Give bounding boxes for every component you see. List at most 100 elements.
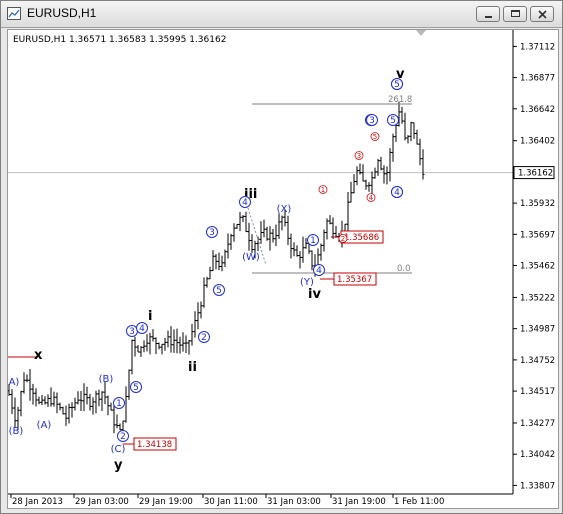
y-tick-label: 1.35932 — [520, 199, 555, 209]
wave-circle — [307, 234, 319, 246]
wave-circle — [130, 381, 142, 393]
blue-wave-label: 4 — [394, 188, 400, 198]
blue-wave-label: 5 — [394, 80, 400, 90]
chart-canvas[interactable]: EURUSD,H1 1.36571 1.36583 1.35995 1.3616… — [5, 30, 558, 508]
blue-wave-label: 2 — [201, 333, 207, 343]
wave-labels: 261.80.01.356861.353671.34138xyiiiiiiivv… — [5, 67, 413, 473]
ohlc-bar — [265, 226, 269, 241]
major-wave-label: y — [114, 458, 123, 473]
y-tick-label: 1.35697 — [520, 230, 555, 240]
ohlc-bar — [226, 233, 230, 259]
wave-connector — [247, 207, 267, 266]
ohlc-bar — [106, 395, 110, 416]
close-button[interactable] — [530, 6, 554, 22]
y-tick-label: 1.34987 — [520, 325, 555, 335]
x-tick-label: 1 Feb 11:00 — [394, 497, 444, 507]
red-wave-label: 5 — [373, 133, 377, 141]
blue-wave-label: 5 — [133, 383, 139, 393]
red-wave-label: 4 — [369, 194, 374, 202]
y-tick-label: 1.35462 — [520, 262, 555, 272]
wave-circle — [387, 114, 399, 126]
maximize-button[interactable] — [503, 6, 527, 22]
ohlc-bar — [160, 343, 164, 355]
ohlc-bar — [352, 174, 356, 194]
red-wave-circle — [318, 185, 328, 194]
red-wave-circle — [370, 132, 380, 141]
ohlc-bar — [409, 121, 413, 142]
ohlc-bar — [58, 402, 62, 411]
ohlc-bar — [328, 215, 332, 225]
ohlc-bar — [151, 329, 155, 342]
ohlc-bar — [175, 328, 179, 354]
close-icon — [538, 10, 547, 19]
ohlc-bar — [10, 389, 14, 415]
axes: 1.37112 1.36877 1.36642 1.36402 1.35932 1.356… — [8, 30, 555, 507]
y-tick-label: 1.34277 — [520, 419, 555, 429]
major-wave-label: ii — [188, 360, 197, 375]
blue-wave-label: 5 — [216, 286, 222, 296]
ohlc-bar — [43, 396, 47, 405]
ohlc-bar — [364, 179, 368, 190]
blue-wave-label: 1 — [310, 236, 316, 246]
ohlc-bar — [55, 392, 59, 414]
x-tick-label: 28 Jan 2013 — [12, 497, 63, 507]
ohlc-bar — [346, 191, 350, 234]
ohlc-bar — [229, 233, 233, 250]
ohlc-bar — [130, 339, 134, 375]
ohlc-bar — [280, 215, 284, 231]
ohlc-bar — [187, 339, 191, 355]
ohlc-bar — [109, 402, 113, 411]
x-tick-label: 29 Jan 03:00 — [75, 497, 129, 507]
ohlc-bar — [367, 182, 371, 192]
price-box-label: 1.34138 — [137, 440, 172, 450]
blue-wave-label: 3 — [369, 116, 375, 126]
ohlc-bar — [415, 129, 419, 145]
ohlc-bar — [37, 396, 41, 405]
ohlc-bar — [181, 332, 185, 352]
y-tick-label: 1.37112 — [520, 42, 555, 52]
ohlc-bar — [148, 332, 152, 355]
current-price-box — [513, 166, 555, 180]
ohlc-bar — [94, 390, 98, 414]
ohlc-bar — [361, 164, 365, 182]
ohlc-bar — [292, 242, 296, 257]
blue-wave-label: 5 — [390, 116, 396, 126]
title-bar[interactable]: EURUSD,H1 — [1, 1, 562, 28]
blue-wave-label: 4 — [139, 324, 145, 334]
ohlc-bar — [46, 394, 50, 408]
ohlc-bar — [67, 403, 71, 424]
ohlc-bar — [268, 226, 272, 251]
ohlc-bar — [376, 158, 380, 176]
price-bars — [7, 101, 425, 437]
ohlc-bar — [169, 326, 173, 353]
ohlc-bar — [115, 414, 119, 429]
blue-wave-label: 2 — [120, 432, 126, 442]
price-box — [133, 437, 177, 451]
ohlc-bar — [244, 211, 248, 233]
ohlc-bar — [193, 311, 197, 338]
ohlc-bar — [124, 386, 128, 423]
ohlc-bar — [166, 330, 170, 348]
shift-marker-icon[interactable] — [416, 30, 426, 36]
ohlc-bar — [145, 334, 149, 352]
ohlc-bar — [247, 222, 251, 251]
ohlc-bar — [136, 345, 140, 353]
current-price-label: 1.36162 — [518, 169, 553, 179]
blue-wave-label: 4 — [316, 266, 322, 276]
minimize-button[interactable] — [476, 6, 500, 22]
y-tick-label: 1.33807 — [520, 481, 555, 491]
ohlc-bar — [382, 165, 386, 184]
price-chart[interactable]: EURUSD,H1 1.36571 1.36583 1.35995 1.3616… — [5, 29, 559, 509]
ohlc-bar — [358, 163, 362, 175]
ohlc-bar — [133, 336, 137, 357]
ohlc-bar — [82, 383, 86, 412]
major-wave-label: v — [396, 67, 405, 82]
wave-circle — [113, 397, 125, 409]
ohlc-bar — [214, 254, 218, 270]
ohlc-bar — [172, 329, 176, 353]
price-box-label: 1.35686 — [344, 233, 379, 243]
ohlc-bar — [205, 276, 209, 288]
ohlc-bar — [406, 135, 410, 144]
ohlc-bar — [202, 277, 206, 308]
ohlc-bar — [7, 383, 11, 396]
